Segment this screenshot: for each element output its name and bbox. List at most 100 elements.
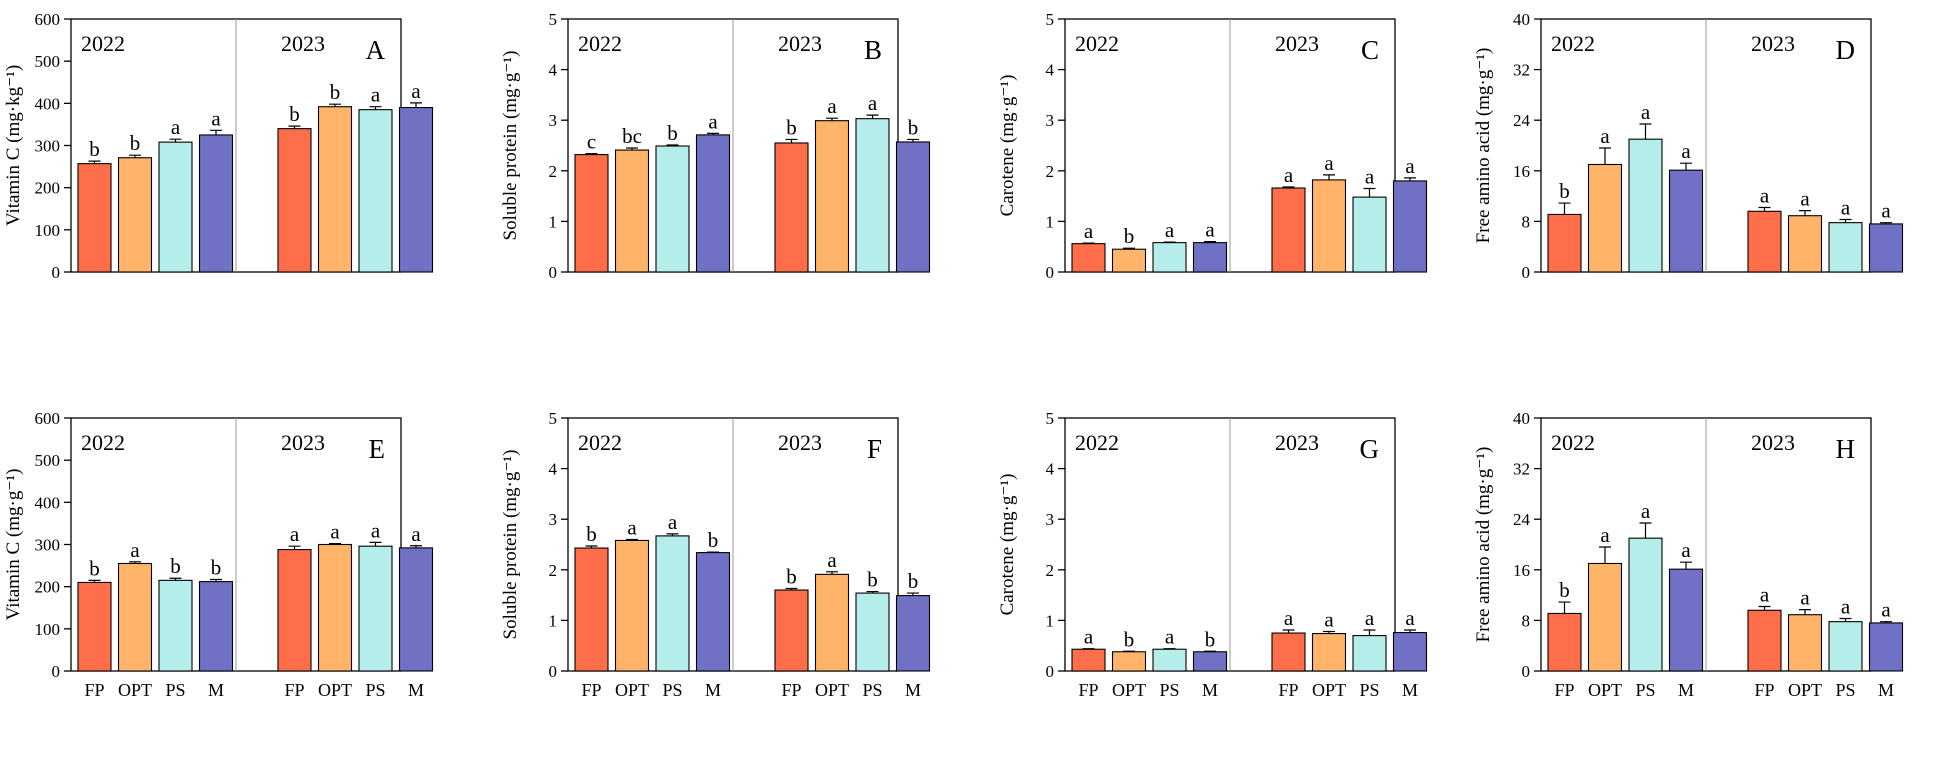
y-tick-label: 0	[1046, 263, 1055, 282]
year-label: 2023	[281, 430, 325, 455]
error-bar	[707, 551, 719, 553]
error-bar	[1558, 202, 1571, 215]
error-bar	[1282, 629, 1295, 634]
bar-ps-2023	[1352, 635, 1387, 672]
y-tick-label: 200	[35, 578, 61, 597]
error-bar	[1082, 648, 1095, 650]
y-tick-label: 300	[35, 536, 61, 555]
year-label: 2023	[1275, 430, 1319, 455]
y-tick-label: 3	[549, 111, 558, 130]
error-bar	[169, 138, 182, 143]
significance-letter: a	[171, 115, 181, 139]
bar-opt-2022	[614, 539, 650, 672]
error-bar	[1799, 609, 1811, 615]
y-axis-label: Soluble protein (mg·g⁻¹)	[500, 450, 521, 640]
error-bar	[329, 543, 341, 545]
category-label: PS	[1835, 680, 1855, 700]
y-tick-label: 0	[1522, 263, 1531, 282]
y-axis-label: Free amino acid (mg·g⁻¹)	[1473, 48, 1494, 244]
bar-ps-2023	[1352, 196, 1387, 273]
category-label: OPT	[815, 680, 849, 700]
significance-letter: a	[1641, 499, 1651, 523]
year-label: 2022	[81, 31, 125, 56]
category-label: PS	[365, 680, 385, 700]
panel-g: 0 1 2 3 4 5 Carotene (mg·g⁻¹) G 2022 a FP b OPT a PS b M…	[997, 409, 1428, 700]
significance-letter: a	[411, 522, 421, 546]
category-label: FP	[1078, 680, 1098, 700]
bar-fp-2023	[277, 128, 312, 273]
error-bar	[585, 545, 598, 549]
significance-letter: a	[1841, 196, 1851, 220]
error-bar	[410, 102, 422, 108]
significance-letter: a	[1881, 199, 1891, 223]
bar-m-2023	[1392, 631, 1428, 672]
category-label: FP	[1554, 680, 1574, 700]
bar-m-2022	[1192, 242, 1228, 273]
error-bar	[1599, 546, 1611, 564]
significance-letter: a	[1084, 219, 1094, 243]
significance-letter: a	[708, 109, 718, 133]
year-label: 2022	[578, 31, 622, 56]
year-label: 2023	[1751, 31, 1795, 56]
error-bar	[785, 138, 798, 143]
significance-letter: a	[868, 91, 878, 115]
bar-fp-2022	[1071, 648, 1106, 672]
bar-opt-2022	[117, 157, 153, 273]
year-label: 2023	[1751, 430, 1795, 455]
significance-letter: b	[1559, 578, 1570, 602]
significance-letter: a	[1084, 625, 1094, 649]
bar-opt-2022	[1111, 651, 1147, 672]
significance-letter: a	[1165, 218, 1175, 242]
error-bar	[666, 144, 679, 147]
error-bar	[1123, 650, 1135, 652]
y-tick-label: 500	[35, 52, 61, 71]
year-label: 2023	[1275, 31, 1319, 56]
significance-letter: b	[786, 115, 797, 139]
category-label: OPT	[1588, 680, 1622, 700]
year-label: 2022	[1075, 430, 1119, 455]
error-bar	[1758, 605, 1771, 611]
y-tick-label: 500	[35, 451, 61, 470]
error-bar	[288, 125, 301, 129]
bar-ps-2023	[1828, 222, 1863, 273]
category-label: M	[905, 680, 921, 700]
significance-letter: b	[908, 569, 919, 593]
significance-letter: b	[1205, 627, 1216, 651]
significance-letter: b	[786, 565, 797, 589]
y-tick-label: 100	[35, 221, 61, 240]
y-tick-label: 0	[52, 263, 61, 282]
category-label: PS	[662, 680, 682, 700]
y-tick-label: 24	[1513, 111, 1531, 130]
significance-letter: a	[371, 518, 381, 542]
bar-m-2022	[1668, 568, 1704, 672]
error-bar	[210, 578, 222, 582]
bar-m-2023	[1868, 622, 1904, 672]
significance-letter: a	[1881, 598, 1891, 622]
y-tick-label: 0	[52, 662, 61, 681]
category-label: OPT	[318, 680, 352, 700]
panel-letter: E	[369, 434, 386, 464]
y-tick-label: 16	[1513, 162, 1530, 181]
significance-letter: a	[668, 510, 678, 534]
error-bar	[169, 577, 182, 581]
panel-e: 0 100 200 300 400 500 600 Vitamin C (mg·g⁻¹) E 20…	[3, 409, 434, 700]
error-bar	[1839, 218, 1852, 223]
category-label: M	[1202, 680, 1218, 700]
bar-fp-2023	[1271, 632, 1306, 672]
year-label: 2023	[281, 31, 325, 56]
error-bar	[826, 571, 838, 575]
year-label: 2022	[1551, 31, 1595, 56]
bar-ps-2022	[158, 141, 193, 273]
significance-letter: a	[1760, 582, 1770, 606]
y-tick-label: 24	[1513, 510, 1531, 529]
bar-m-2023	[398, 107, 434, 273]
y-tick-label: 3	[1046, 111, 1055, 130]
y-tick-label: 600	[35, 409, 61, 428]
significance-letter: a	[290, 522, 300, 546]
y-tick-label: 2	[1046, 162, 1055, 181]
bar-fp-2022	[574, 154, 609, 273]
significance-letter: a	[1841, 595, 1851, 619]
bar-fp-2022	[1547, 612, 1582, 672]
significance-letter: b	[330, 80, 341, 104]
